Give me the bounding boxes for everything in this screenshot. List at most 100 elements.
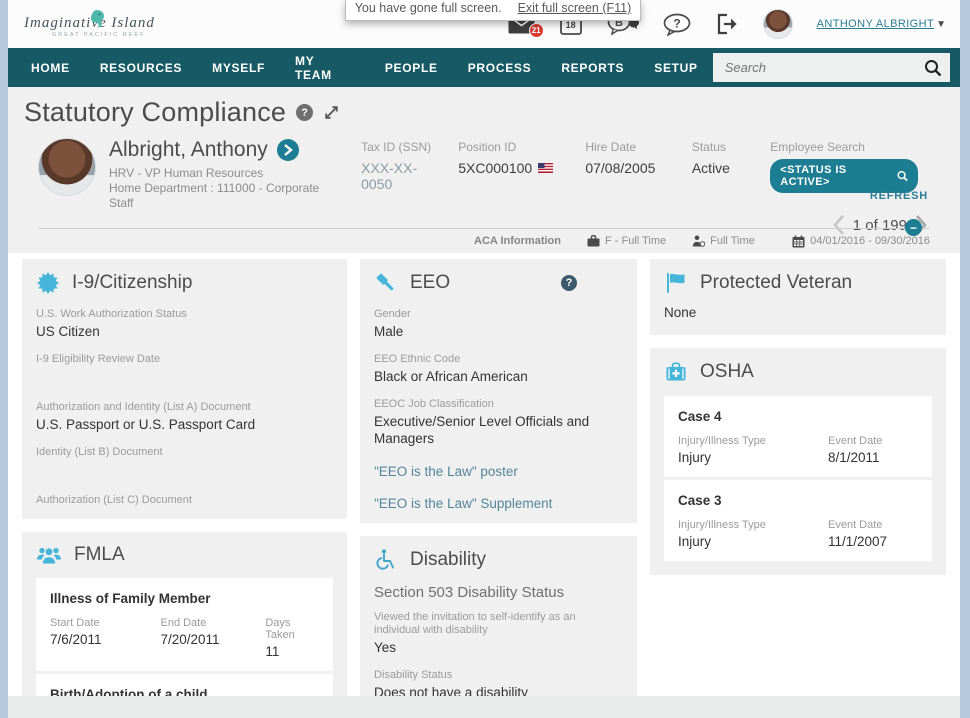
logout-icon[interactable] [715,13,739,35]
osha-card-title: OSHA [700,361,754,382]
nav-item-setup[interactable]: SETUP [654,60,698,75]
flag-icon [664,271,688,295]
aca-information-bar: ACA Information F - Full Time Full Time [24,229,944,253]
nav-item-my-team[interactable]: MY TEAM [295,53,332,82]
positionid-value: 5XC000100 [458,160,533,176]
eeo-poster-link[interactable]: "EEO is the Law" poster [374,464,518,479]
refresh-button[interactable]: REFRESH [869,190,928,202]
chevron-down-icon[interactable]: ▼ [936,18,946,30]
employee-name: Albright, Anthony [109,138,268,161]
logo-text: Imaginative Island [24,14,155,31]
main-nav: HOME RESOURCES MYSELF MY TEAM PEOPLE PRO… [8,48,960,87]
svg-text:B: B [615,17,623,29]
nav-item-myself[interactable]: MYSELF [212,60,266,75]
fullscreen-banner: You have gone full screen. Exit full scr… [345,0,641,21]
fmla-start-label: Start Date [50,617,100,629]
i9-field-label: Identity (List B) Document [36,446,163,458]
nav-item-home[interactable]: HOME [31,60,70,75]
section503-header: Section 503 Disability Status [374,584,565,601]
i9-field-label: Authorization and Identity (List A) Docu… [36,401,251,413]
osha-type-label: Injury/Illness Type [678,519,766,531]
i9-citizenship-card: I-9/Citizenship U.S. Work Authorization … [22,259,347,519]
eeo-card: ? EEO Gender Male EEO Ethnic Code Black … [360,259,637,523]
briefcase-icon [587,235,600,247]
aca-date-range: 04/01/2016 - 09/30/2016 [810,235,930,247]
search-input[interactable] [724,60,924,75]
pager-prev-icon[interactable] [832,214,845,236]
veteran-card-title: Protected Veteran [700,272,853,293]
exit-fullscreen-link[interactable]: Exit full screen (F11) [517,1,632,15]
fmla-end-value: 7/20/2011 [160,632,220,647]
eeo-field-value: Executive/Senior Level Officials and Man… [374,414,590,446]
fmla-entry-name: Illness of Family Member [50,591,211,606]
taxid-label: Tax ID (SSN) [361,140,432,154]
i9-field-label: U.S. Work Authorization Status [36,308,187,320]
status-value: Active [691,160,730,176]
page-help-icon[interactable]: ? [296,104,314,121]
nav-item-people[interactable]: PEOPLE [384,60,438,75]
bottom-band [8,696,960,718]
calendar-day-number: 18 [565,20,576,30]
page-title: Statutory Compliance [24,97,287,127]
osha-date-label: Event Date [828,435,883,447]
nav-item-resources[interactable]: RESOURCES [99,60,183,75]
app-window: Imaginative Island GREAT PACIFIC REEF 21… [8,0,960,718]
seahorse-logo-icon [86,8,108,30]
company-logo[interactable]: Imaginative Island GREAT PACIFIC REEF [24,8,155,39]
eeo-field-value: Black or African American [374,369,528,384]
fmla-card: FMLA Illness of Family Member Start Date… [22,532,347,718]
i9-starburst-icon [36,271,60,295]
eeo-field-label: Gender [374,308,411,320]
osha-case-name: Case 4 [678,409,722,424]
aca-time-status: F - Full Time [604,235,667,247]
page-header: Statutory Compliance ? Albright, Anthony… [8,87,960,253]
i9-field-value: US Citizen [36,324,100,339]
pager-text: 1 of 199 [852,216,907,234]
us-flag-icon [538,163,554,173]
date-range-calendar-icon [792,235,805,248]
employee-search-label: Employee Search [770,140,865,154]
fullscreen-message: You have gone full screen. [354,1,502,15]
window-edge-right [960,0,970,718]
i9-card-title: I-9/Citizenship [72,272,193,293]
eeo-field-label: EEO Ethnic Code [374,353,461,365]
eeo-gavel-icon [374,271,398,295]
user-menu-link[interactable]: ANTHONY ALBRIGHT [816,18,935,30]
status-label: Status [691,140,726,154]
nav-item-process[interactable]: PROCESS [467,60,532,75]
pill-search-icon [897,170,908,182]
search-icon[interactable] [924,59,942,77]
user-avatar[interactable] [762,9,793,39]
protected-veteran-card: Protected Veteran None [650,259,946,335]
fmla-end-label: End Date [160,617,207,629]
logo-subtext: GREAT PACIFIC REEF [52,31,146,38]
fmla-start-value: 7/6/2011 [50,632,102,647]
expand-icon[interactable] [323,104,340,121]
collapse-header-button[interactable]: − [905,219,922,236]
nav-item-reports[interactable]: REPORTS [561,60,625,75]
disability-card-title: Disability [410,549,487,570]
global-search [712,53,950,82]
osha-type-label: Injury/Illness Type [678,435,766,447]
disability-field-label: Disability Status [374,669,453,681]
card-grid: I-9/Citizenship U.S. Work Authorization … [8,253,960,718]
person-clock-icon [692,235,706,247]
employee-avatar[interactable] [38,138,96,196]
osha-date-label: Event Date [828,519,883,531]
osha-case-name: Case 3 [678,493,722,508]
aca-label: ACA Information [474,235,561,247]
employee-search-pill[interactable]: <STATUS IS ACTIVE> [770,159,919,193]
i9-field-label: Authorization (List C) Document [36,494,192,506]
osha-type-value: Injury [678,534,712,549]
help-icon[interactable]: ? [663,13,691,36]
eeo-field-value: Male [374,324,404,339]
wheelchair-icon [374,548,398,572]
osha-case: Case 4 Injury/Illness Type Injury Event … [664,396,932,477]
positionid-label: Position ID [458,140,517,154]
disability-field-label: Viewed the invitation to self-identify a… [374,611,576,636]
header-divider: − [38,215,930,236]
fmla-entry: Illness of Family Member Start Date 7/6/… [36,578,333,671]
eeo-supplement-link[interactable]: "EEO is the Law" Supplement [374,496,553,511]
eeo-help-icon[interactable]: ? [561,275,577,291]
employee-detail-arrow-icon[interactable] [276,139,299,161]
